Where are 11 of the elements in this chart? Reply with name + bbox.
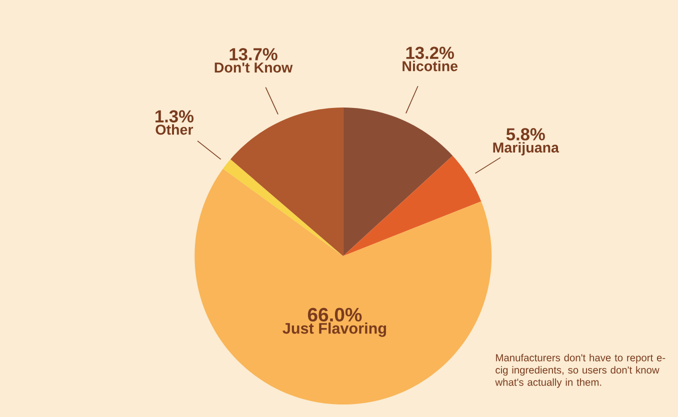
text: Manufacturers don't have to report e-cig ingredients, so users don't know what's actually in them.: [495, 354, 666, 388]
data-label: 13.7%: [230, 48, 278, 60]
data-label: 66.0%: [308, 308, 362, 322]
slice-label: Other: [156, 124, 194, 135]
slice-label: Nicotine: [402, 60, 458, 72]
slice-label: Just Flavoring: [282, 322, 386, 337]
slice-label: Marijuana: [493, 142, 560, 156]
data-label: 1.3%: [156, 110, 194, 123]
data-label: 5.8%: [506, 128, 545, 141]
slice-label: Don't Know: [214, 62, 293, 73]
data-label: 13.2%: [406, 46, 454, 60]
